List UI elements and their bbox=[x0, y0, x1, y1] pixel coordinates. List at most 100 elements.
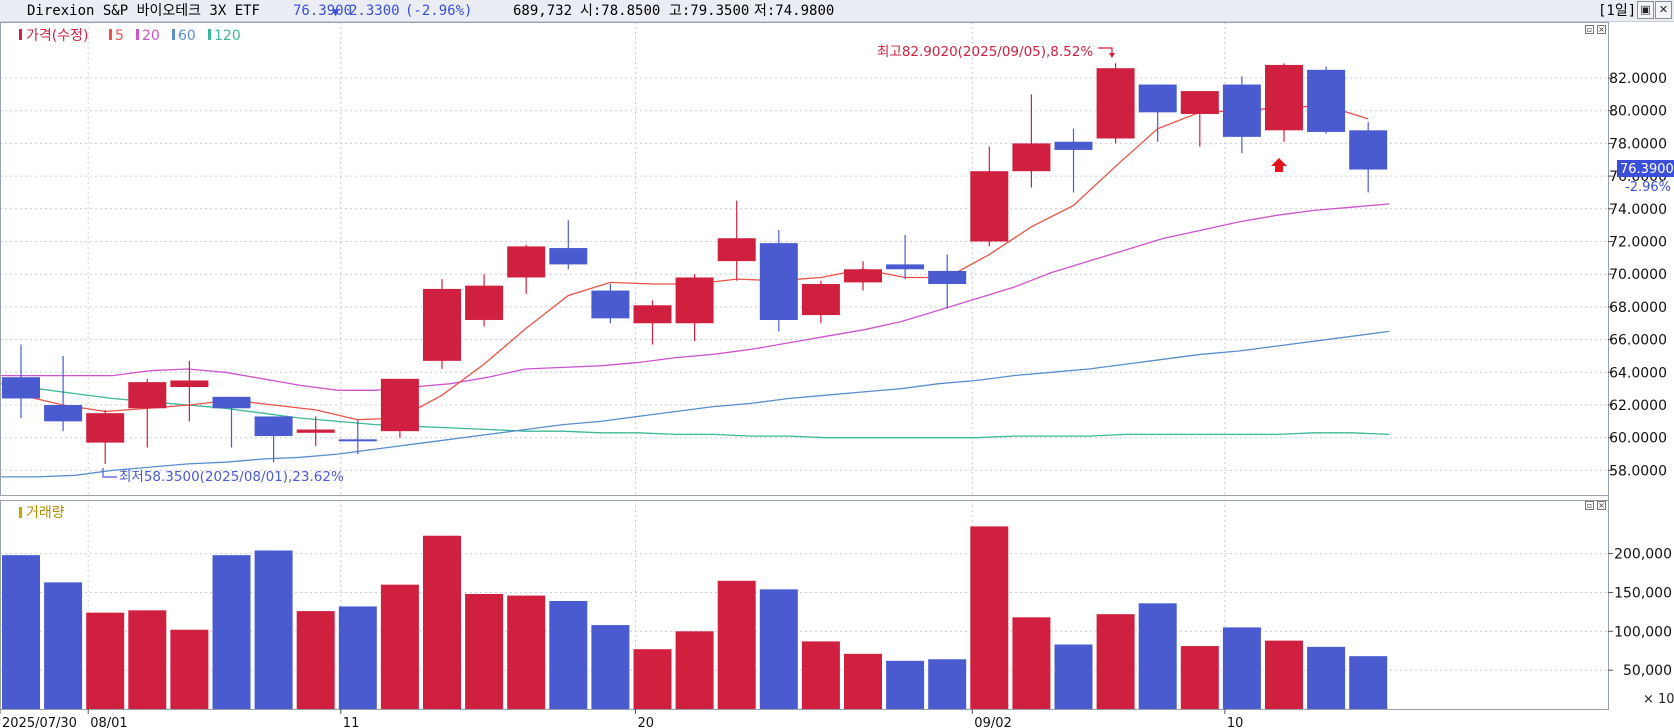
volume-tick-label: 100,000 bbox=[1614, 624, 1672, 640]
min-price-annotation: 최저58.3500(2025/08/01),23.62% bbox=[119, 469, 344, 485]
x-tick-label: 10 bbox=[1227, 716, 1244, 728]
volume-bars bbox=[2, 526, 1388, 709]
legend-ma-marker bbox=[136, 29, 139, 40]
volume-bar bbox=[128, 610, 167, 709]
volume-bar bbox=[1307, 646, 1346, 709]
candle-body bbox=[423, 288, 461, 361]
candle-body bbox=[1096, 68, 1135, 139]
candle-body bbox=[1265, 64, 1303, 131]
price-tick-label: 80.0000 bbox=[1609, 104, 1667, 120]
volume-bar bbox=[507, 595, 546, 709]
candle-body bbox=[759, 243, 798, 320]
period-selector[interactable]: [1일] bbox=[1598, 3, 1637, 19]
price-panel-maximize-icon[interactable]: ▫ bbox=[1585, 25, 1594, 34]
price-change: 2.3300 bbox=[349, 3, 400, 19]
change-arrow-icon: ▼ bbox=[332, 5, 340, 19]
candle-body bbox=[2, 377, 40, 399]
volume-bar bbox=[1222, 627, 1261, 709]
volume-panel-label: 거래량 bbox=[26, 505, 65, 521]
candle-body bbox=[1012, 143, 1051, 172]
volume-panel-close-icon[interactable]: × bbox=[1597, 501, 1606, 510]
volume-bar bbox=[759, 589, 798, 709]
candle-body bbox=[170, 380, 209, 388]
volume-bar bbox=[296, 611, 335, 709]
candle-body bbox=[1222, 84, 1261, 137]
low-price: 저:74.9800 bbox=[754, 3, 835, 19]
candle-body bbox=[549, 248, 588, 265]
volume-tick-label: 200,000 bbox=[1614, 547, 1672, 563]
price-panel-close-icon[interactable]: × bbox=[1597, 25, 1606, 34]
volume-bar bbox=[254, 550, 293, 709]
high-price: 고:79.3500 bbox=[669, 3, 750, 19]
legend-ma-label: 60 bbox=[178, 28, 196, 44]
volume-bar bbox=[86, 612, 125, 709]
volume-bar bbox=[1054, 644, 1093, 709]
candle-body bbox=[1054, 141, 1093, 150]
price-tick-label: 82.0000 bbox=[1609, 71, 1667, 87]
price-tick-label: 74.0000 bbox=[1609, 202, 1667, 218]
last-price-tag-bg bbox=[1617, 160, 1674, 177]
min-annotation-pointer bbox=[102, 468, 117, 478]
candle-body bbox=[212, 396, 251, 409]
volume-multiplier: × 10 bbox=[1643, 692, 1674, 707]
candle-body bbox=[465, 285, 504, 320]
candle-body bbox=[801, 284, 840, 316]
axes: 58.0000 60.0000 62.0000 64.0000 66.0000 68.00… bbox=[0, 22, 1672, 728]
volume-bar bbox=[591, 625, 630, 709]
volume-bar bbox=[886, 660, 925, 709]
candle-body bbox=[296, 429, 335, 433]
volume-bar bbox=[44, 582, 83, 709]
close-window-icon[interactable]: ✕ bbox=[1655, 1, 1672, 19]
x-tick-label: 11 bbox=[343, 716, 360, 728]
legend-price-label: 가격(수정) bbox=[26, 28, 88, 44]
open-price: 시:78.8500 bbox=[580, 3, 661, 19]
volume-bar bbox=[212, 555, 251, 709]
volume-bar bbox=[1138, 603, 1177, 709]
signal-up-arrow-icon bbox=[1271, 158, 1287, 172]
candle-body bbox=[717, 238, 756, 262]
volume-tick-label: 150,000 bbox=[1614, 585, 1672, 601]
security-name: Direxion S&P 바이오테크 3X ETF bbox=[27, 3, 260, 19]
volume-bar bbox=[1265, 640, 1303, 709]
candle-body bbox=[507, 246, 546, 278]
volume-bar bbox=[1349, 656, 1388, 709]
volume-bar bbox=[801, 641, 840, 709]
max-annotation-pointer bbox=[1098, 47, 1113, 55]
restore-window-icon[interactable]: ▣ bbox=[1637, 1, 1654, 19]
ma-legend: 5 20 60 120 bbox=[109, 28, 241, 44]
candle-body bbox=[44, 405, 83, 422]
price-panel-frame bbox=[0, 22, 1609, 496]
candle-body bbox=[844, 269, 882, 283]
ma-line-60 bbox=[0, 330, 1390, 478]
candlestick-series bbox=[2, 63, 1388, 464]
candle-body bbox=[928, 270, 967, 285]
legend-ma-marker bbox=[208, 29, 211, 40]
legend-ma-label: 20 bbox=[142, 28, 160, 44]
candle-body bbox=[128, 382, 167, 409]
price-change-pct: (-2.96%) bbox=[405, 3, 473, 19]
candle-body bbox=[675, 277, 714, 324]
volume-bar bbox=[2, 555, 40, 709]
legend-ma-marker bbox=[109, 29, 112, 40]
volume-bar bbox=[844, 653, 882, 709]
volume-bar bbox=[170, 629, 209, 709]
candle-body bbox=[1349, 130, 1388, 170]
volume-bar bbox=[423, 535, 461, 709]
price-tick-label: 66.0000 bbox=[1609, 333, 1667, 349]
price-tick-label: 72.0000 bbox=[1609, 235, 1667, 251]
candle-body bbox=[591, 290, 630, 319]
x-tick-label: 09/02 bbox=[974, 716, 1011, 728]
candle-body bbox=[1180, 91, 1219, 114]
volume-bar bbox=[465, 594, 504, 709]
volume-bar bbox=[338, 606, 377, 709]
volume-bar bbox=[1012, 617, 1051, 709]
current-price: 76.3900 bbox=[293, 3, 353, 19]
volume-value: 689,732 bbox=[513, 3, 573, 19]
volume-bar bbox=[549, 600, 588, 709]
volume-panel-maximize-icon[interactable]: ▫ bbox=[1585, 501, 1594, 510]
x-tick-label: 20 bbox=[638, 716, 655, 728]
volume-bar bbox=[1096, 614, 1135, 709]
legend-price-marker bbox=[19, 29, 22, 40]
